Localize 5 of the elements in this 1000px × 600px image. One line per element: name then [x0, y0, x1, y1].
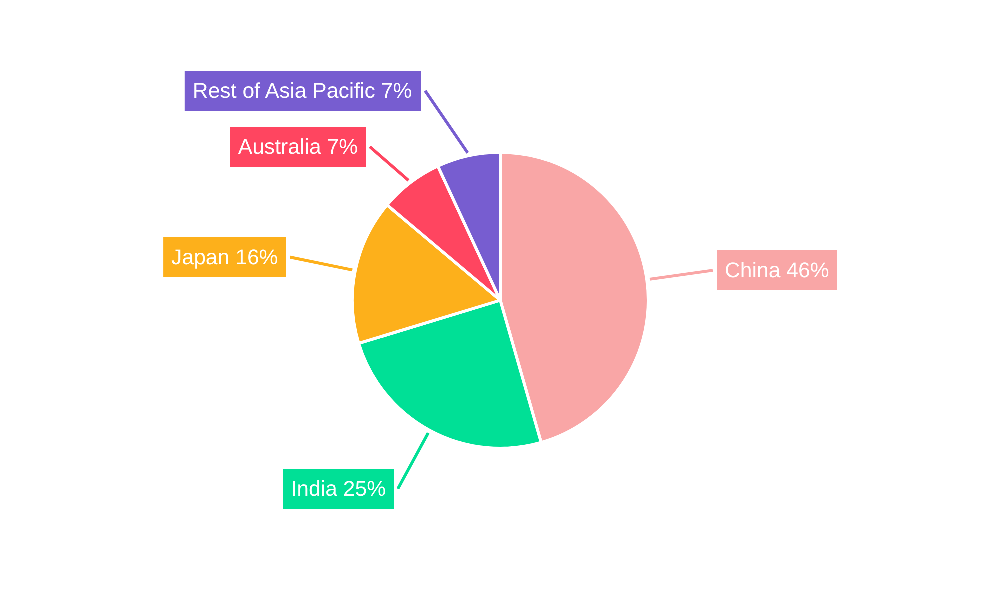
slice-label: Japan 16% [172, 245, 278, 270]
slice-label: Rest of Asia Pacific 7% [192, 78, 412, 103]
slice-label: India 25% [291, 477, 386, 502]
slice-label: China 46% [725, 258, 830, 283]
slice-label: Australia 7% [238, 134, 358, 159]
